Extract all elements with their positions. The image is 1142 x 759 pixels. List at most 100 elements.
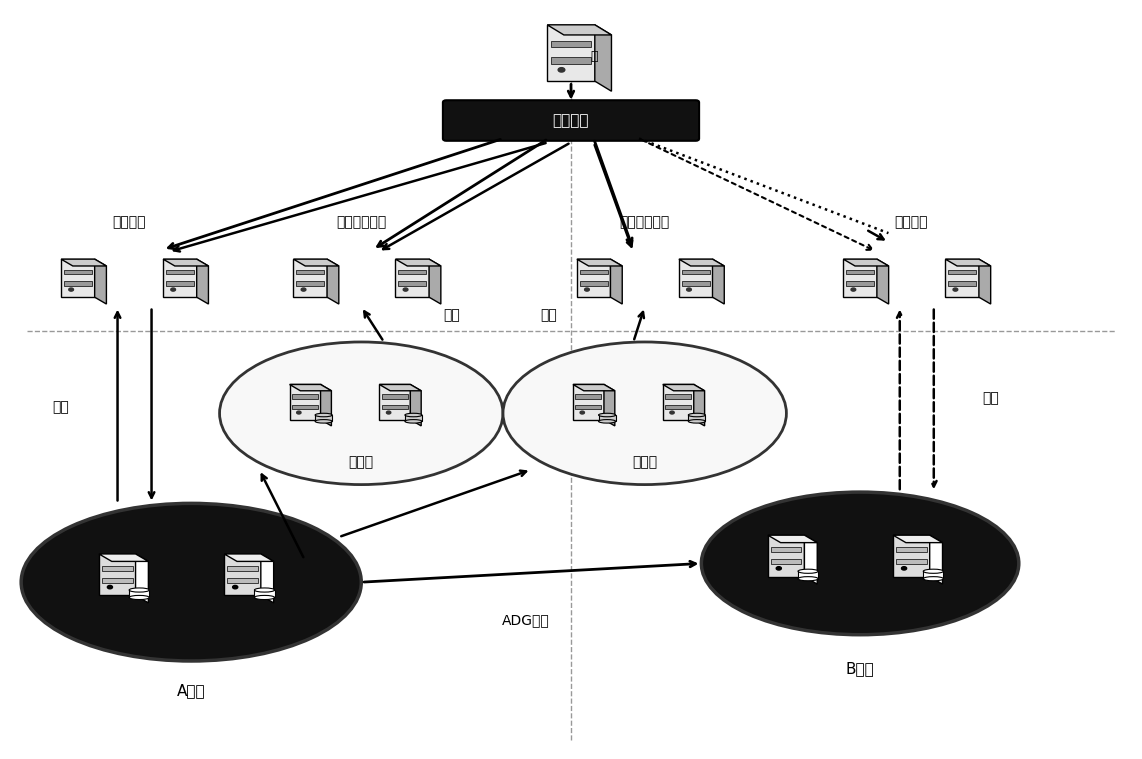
Polygon shape	[693, 385, 705, 426]
Polygon shape	[381, 405, 408, 409]
Polygon shape	[315, 415, 332, 421]
Polygon shape	[611, 259, 622, 304]
Polygon shape	[843, 259, 888, 266]
Polygon shape	[682, 281, 710, 286]
Polygon shape	[99, 554, 148, 562]
Text: 只读: 只读	[443, 309, 460, 323]
Polygon shape	[573, 385, 614, 391]
Polygon shape	[576, 405, 602, 409]
Text: B机房: B机房	[846, 661, 875, 676]
Polygon shape	[713, 259, 724, 304]
Ellipse shape	[598, 413, 616, 417]
Polygon shape	[896, 546, 927, 552]
Polygon shape	[410, 385, 421, 426]
Ellipse shape	[502, 342, 787, 484]
Polygon shape	[379, 385, 410, 420]
Ellipse shape	[598, 420, 616, 423]
Polygon shape	[896, 559, 927, 564]
Ellipse shape	[22, 503, 361, 661]
Polygon shape	[64, 269, 93, 274]
Polygon shape	[767, 535, 804, 577]
Polygon shape	[804, 535, 818, 584]
Polygon shape	[550, 58, 592, 65]
Polygon shape	[946, 259, 979, 298]
Polygon shape	[321, 385, 331, 426]
Polygon shape	[296, 281, 324, 286]
Text: 读写: 读写	[53, 401, 70, 414]
Polygon shape	[893, 535, 930, 577]
Circle shape	[233, 585, 238, 589]
Polygon shape	[163, 259, 196, 298]
Polygon shape	[843, 259, 877, 298]
Circle shape	[777, 567, 781, 570]
Text: 授权业务: 授权业务	[112, 215, 146, 229]
Circle shape	[954, 288, 958, 291]
Circle shape	[670, 411, 674, 414]
Circle shape	[386, 411, 391, 414]
Polygon shape	[577, 259, 622, 266]
Ellipse shape	[798, 569, 818, 573]
Ellipse shape	[689, 420, 706, 423]
Polygon shape	[877, 259, 888, 304]
Polygon shape	[327, 259, 339, 304]
Polygon shape	[948, 269, 976, 274]
Polygon shape	[290, 385, 331, 391]
Polygon shape	[395, 259, 429, 298]
Polygon shape	[429, 259, 441, 304]
Polygon shape	[136, 554, 148, 603]
Polygon shape	[662, 385, 705, 391]
Polygon shape	[166, 269, 194, 274]
Polygon shape	[604, 385, 614, 426]
Polygon shape	[260, 554, 274, 603]
Polygon shape	[547, 25, 611, 35]
Ellipse shape	[129, 588, 150, 592]
Ellipse shape	[923, 577, 943, 581]
Text: 授权业务: 授权业务	[894, 215, 927, 229]
Polygon shape	[99, 554, 136, 595]
Polygon shape	[689, 415, 706, 421]
Polygon shape	[846, 281, 874, 286]
Polygon shape	[678, 259, 724, 266]
Polygon shape	[224, 554, 274, 562]
Polygon shape	[662, 385, 693, 420]
Polygon shape	[948, 281, 976, 286]
Polygon shape	[598, 415, 616, 421]
Text: 认证库: 认证库	[348, 455, 373, 469]
Polygon shape	[61, 259, 95, 298]
Polygon shape	[576, 394, 602, 398]
Polygon shape	[930, 535, 942, 584]
Polygon shape	[946, 259, 990, 266]
Circle shape	[171, 288, 176, 291]
Ellipse shape	[255, 595, 274, 600]
Polygon shape	[395, 259, 441, 266]
Ellipse shape	[689, 413, 706, 417]
Text: 🔒: 🔒	[590, 50, 597, 63]
Ellipse shape	[315, 413, 332, 417]
Polygon shape	[595, 25, 611, 91]
Text: 只读: 只读	[540, 309, 556, 323]
Polygon shape	[255, 590, 274, 597]
Polygon shape	[798, 572, 818, 578]
Ellipse shape	[315, 420, 332, 423]
Ellipse shape	[405, 413, 421, 417]
Polygon shape	[166, 281, 194, 286]
Circle shape	[585, 288, 589, 291]
Circle shape	[580, 411, 585, 414]
Polygon shape	[547, 25, 595, 81]
Ellipse shape	[219, 342, 502, 484]
Text: 认证库: 认证库	[633, 455, 658, 469]
Polygon shape	[293, 259, 339, 266]
Ellipse shape	[798, 577, 818, 581]
Polygon shape	[129, 590, 150, 597]
Polygon shape	[227, 565, 258, 571]
Polygon shape	[678, 259, 713, 298]
Circle shape	[686, 288, 691, 291]
Polygon shape	[224, 554, 260, 595]
Text: 调度中心: 调度中心	[553, 113, 589, 128]
Polygon shape	[405, 415, 421, 421]
Polygon shape	[923, 572, 943, 578]
Polygon shape	[102, 565, 132, 571]
Polygon shape	[61, 259, 106, 266]
Polygon shape	[95, 259, 106, 304]
Text: 读写: 读写	[982, 392, 999, 405]
